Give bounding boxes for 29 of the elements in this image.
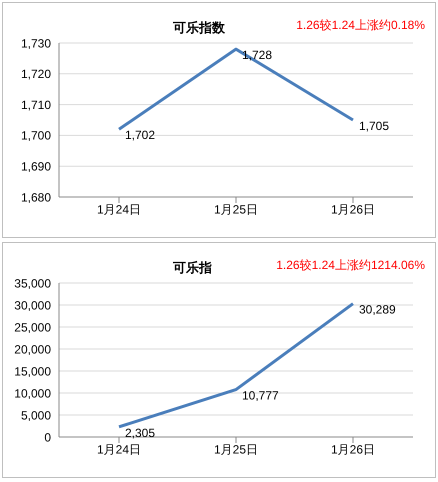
y-tick-label: 15,000: [14, 364, 52, 378]
x-tick-label: 1月26日: [330, 202, 376, 217]
text: 1.26较1.24上涨约1214.06%: [276, 257, 425, 274]
y-tick-label: 10,000: [14, 386, 52, 400]
x-tick-label: 1月24日: [96, 202, 142, 217]
y-tick-label: 1,680: [20, 190, 52, 204]
data-label: 1,705: [359, 119, 390, 133]
y-tick-label: 20,000: [14, 342, 52, 356]
data-label: 10,777: [242, 388, 280, 403]
y-tick-label: 0: [44, 430, 52, 444]
y-tick-label: 1,710: [20, 98, 52, 112]
y-tick-label: 1,720: [20, 67, 52, 82]
x-tick-label: 1月26日: [330, 442, 376, 457]
y-tick-label: 1,730: [20, 36, 52, 50]
y-tick-label: 1,690: [20, 159, 52, 174]
y-tick-label: 35,000: [14, 276, 52, 290]
x-tick-label: 1月25日: [214, 442, 258, 457]
chart-title: 可乐指: [173, 259, 212, 277]
y-tick-label: 1,700: [20, 128, 52, 143]
y-tick-label: 5,000: [20, 408, 52, 422]
x-tick-label: 1月24日: [96, 442, 142, 457]
chart-title: 可乐指数: [173, 19, 225, 37]
data-label: 1,702: [125, 128, 156, 142]
y-tick-label: 25,000: [14, 320, 52, 334]
data-label: 2,305: [125, 426, 156, 440]
text: 1.26较1.24上涨约0.18%: [296, 17, 425, 34]
data-label: 30,289: [359, 302, 396, 317]
y-tick-label: 30,000: [14, 298, 52, 312]
x-tick-label: 1月25日: [214, 202, 258, 217]
